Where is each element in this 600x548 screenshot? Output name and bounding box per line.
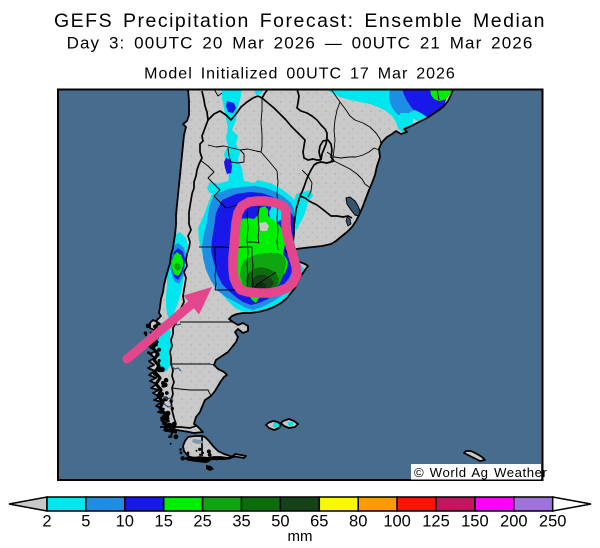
svg-text:150: 150 [461, 513, 489, 531]
svg-text:2: 2 [42, 513, 51, 531]
svg-text:Day 3: 00UTC 20 Mar 2026 — 00U: Day 3: 00UTC 20 Mar 2026 — 00UTC 21 Mar … [67, 34, 534, 53]
svg-text:80: 80 [349, 513, 367, 531]
svg-text:35: 35 [232, 513, 250, 531]
svg-text:© World Ag Weather: © World Ag Weather [414, 465, 547, 480]
svg-text:10: 10 [116, 513, 134, 531]
svg-text:Model Initialized 00UTC 17 Mar: Model Initialized 00UTC 17 Mar 2026 [144, 66, 456, 83]
svg-text:65: 65 [310, 513, 328, 531]
svg-text:200: 200 [500, 513, 528, 531]
svg-text:125: 125 [422, 513, 450, 531]
svg-text:250: 250 [539, 513, 567, 531]
svg-text:50: 50 [271, 513, 289, 531]
svg-text:100: 100 [383, 513, 411, 531]
svg-text:GEFS Precipitation Forecast: E: GEFS Precipitation Forecast: Ensemble Me… [54, 10, 546, 32]
svg-text:mm: mm [288, 528, 313, 545]
svg-text:15: 15 [155, 513, 173, 531]
svg-text:5: 5 [81, 513, 90, 531]
svg-text:25: 25 [193, 513, 211, 531]
